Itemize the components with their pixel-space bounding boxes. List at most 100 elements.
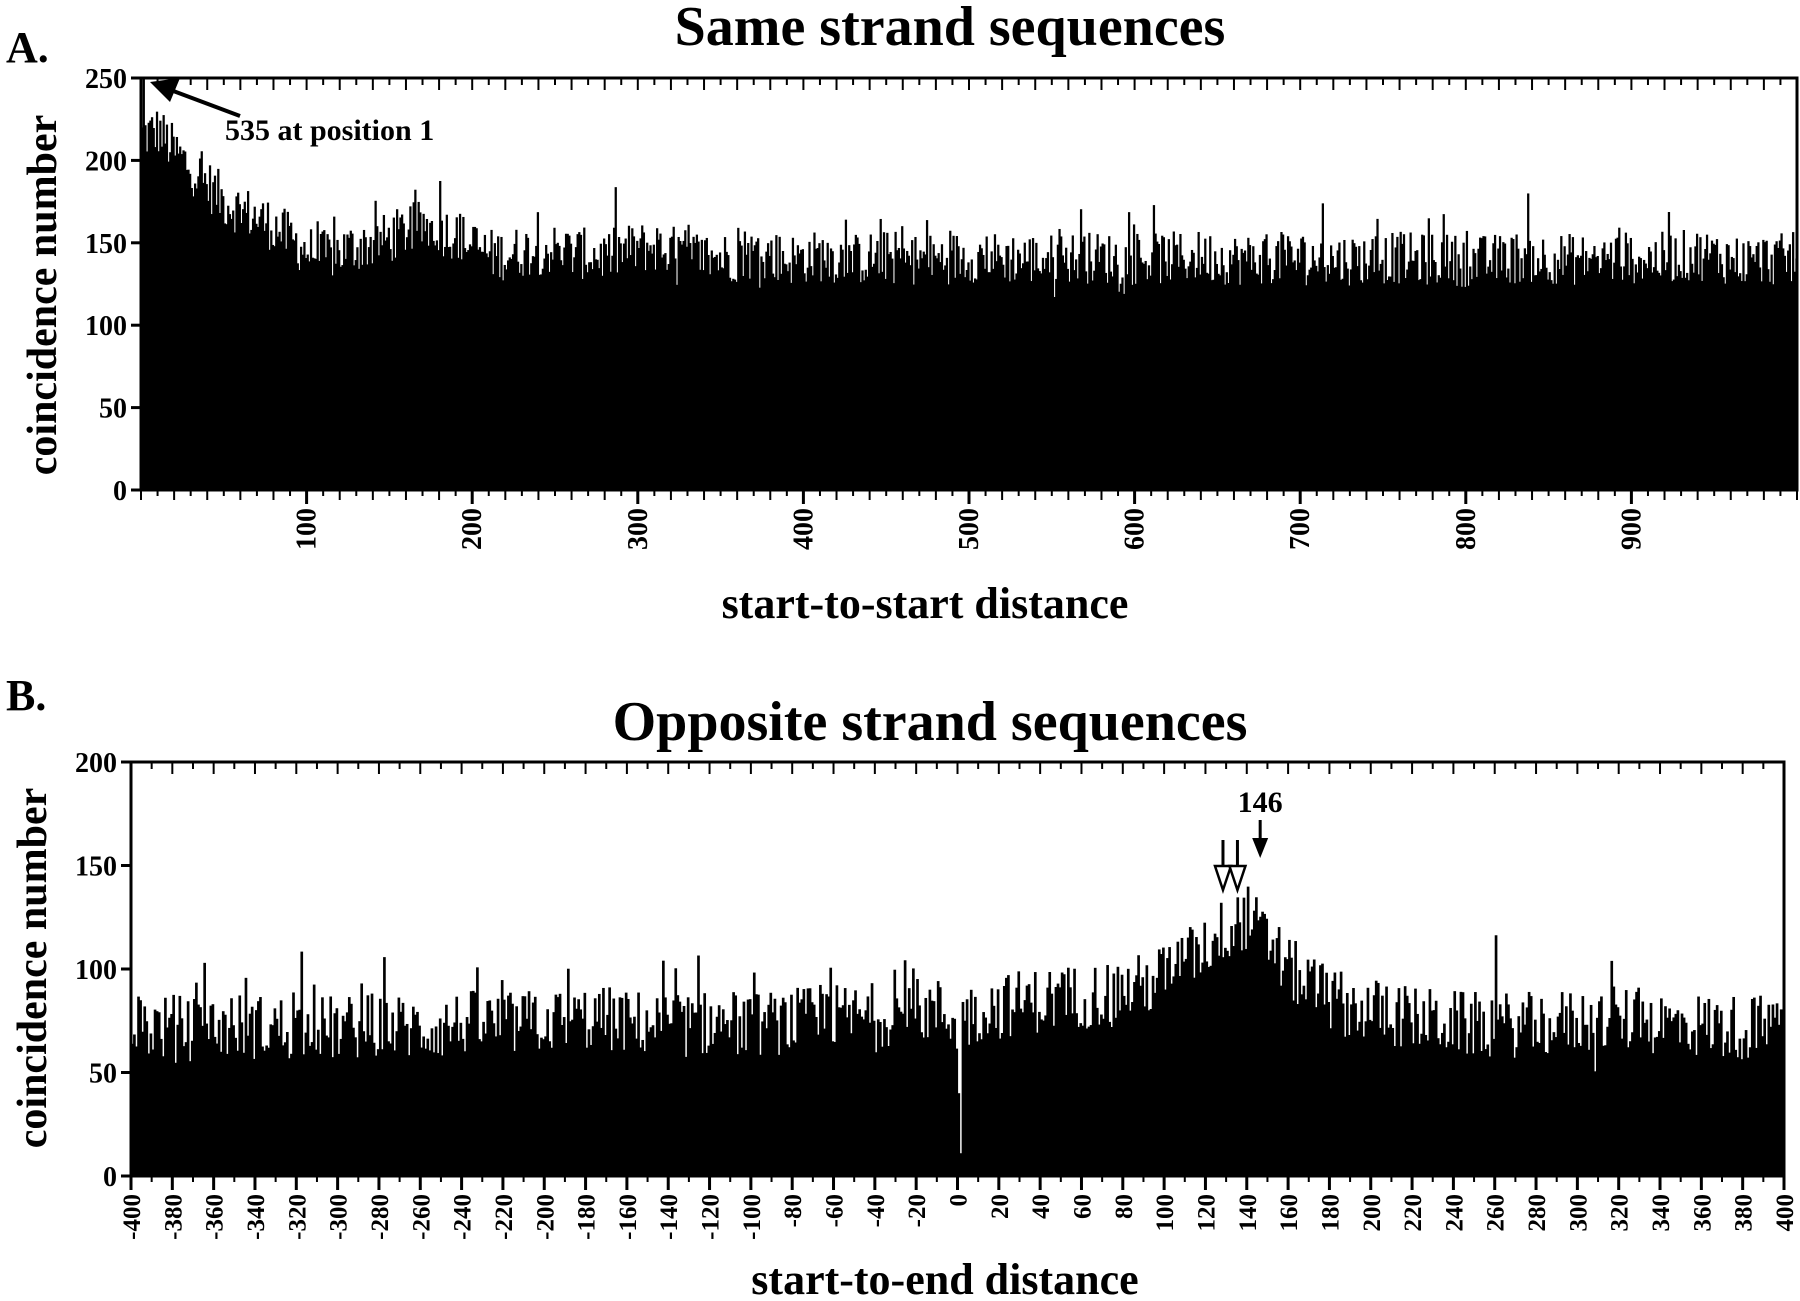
bar [405, 1023, 409, 1176]
bar [730, 1020, 733, 1176]
bar [182, 1046, 186, 1176]
bar [1205, 961, 1209, 1176]
bar [1149, 275, 1152, 490]
bar [370, 993, 374, 1176]
bar [386, 237, 389, 490]
bar [1626, 1047, 1630, 1176]
bar [1517, 248, 1520, 490]
bar [1682, 1017, 1686, 1176]
bar [1033, 270, 1036, 490]
bar [1748, 1047, 1752, 1176]
bar [1732, 996, 1736, 1176]
bar [647, 250, 650, 490]
bar [859, 282, 862, 490]
bar [1389, 1024, 1393, 1176]
x-tick-label: 360 [1689, 1194, 1716, 1232]
bar [1043, 268, 1046, 490]
bar [884, 278, 887, 490]
bar [1626, 243, 1629, 490]
bar [1215, 937, 1219, 1176]
bar [1074, 259, 1078, 490]
bar [184, 151, 187, 490]
bar [193, 183, 197, 490]
bar [1349, 269, 1353, 490]
bar [184, 1042, 188, 1176]
bar [672, 1000, 676, 1176]
bar [819, 281, 823, 490]
bar [1321, 963, 1324, 1176]
bar [200, 151, 203, 490]
bar [581, 278, 584, 490]
bar [455, 996, 459, 1176]
bar [1370, 1021, 1374, 1176]
bar [779, 1005, 783, 1176]
bar [583, 992, 587, 1176]
bar [1248, 245, 1252, 490]
bar [1657, 272, 1661, 490]
bar [1681, 277, 1684, 490]
bar [1002, 264, 1005, 490]
bar [1608, 259, 1611, 490]
bar [1783, 255, 1787, 490]
bar [752, 250, 755, 490]
bar [847, 1004, 851, 1176]
bar [1500, 1016, 1504, 1176]
bar [705, 1052, 709, 1176]
bar [748, 278, 752, 490]
bar [1164, 261, 1167, 490]
bar [806, 988, 810, 1176]
bar [707, 1045, 711, 1176]
bar [558, 993, 562, 1176]
bar [1283, 957, 1287, 1176]
bar [1076, 278, 1079, 490]
bar [1081, 1025, 1085, 1176]
bar [1156, 241, 1159, 490]
bar [225, 224, 228, 490]
bar [1159, 954, 1163, 1176]
bar [328, 239, 331, 490]
bar [1212, 279, 1215, 490]
bar [516, 261, 520, 490]
bar [357, 268, 361, 490]
bar [409, 1028, 413, 1176]
panel-b-title: Opposite strand sequences [613, 691, 1248, 753]
bar [151, 1049, 155, 1176]
bar [308, 1045, 312, 1176]
bar [1386, 280, 1389, 490]
bar [1124, 1004, 1128, 1176]
bar [180, 154, 183, 491]
bar [963, 1020, 967, 1176]
bar [1693, 1030, 1696, 1176]
x-tick-label: -40 [863, 1194, 890, 1227]
x-tick-label: 220 [1400, 1194, 1427, 1232]
bar [897, 1007, 901, 1176]
bar [1073, 968, 1076, 1176]
bar [393, 1050, 397, 1176]
x-tick-label: 500 [954, 508, 985, 550]
bar [238, 204, 241, 490]
bar [1343, 239, 1346, 490]
bar [1252, 910, 1256, 1176]
bar [1757, 1005, 1760, 1176]
bar [511, 1003, 514, 1176]
bar [257, 1001, 260, 1176]
bar [1317, 993, 1320, 1176]
bar [1308, 971, 1312, 1176]
bar [1338, 242, 1341, 490]
bar [366, 264, 369, 490]
bar [1139, 985, 1142, 1176]
bar [1379, 1027, 1382, 1176]
bar [1352, 988, 1355, 1176]
bar [1674, 1013, 1678, 1176]
bar [1104, 272, 1108, 490]
bar [1538, 1043, 1541, 1176]
bar [1235, 246, 1238, 490]
bar [783, 263, 786, 490]
bar [498, 1035, 502, 1176]
bar [998, 1038, 1002, 1176]
bar [1011, 1009, 1014, 1176]
bar [637, 248, 641, 490]
bar [170, 122, 174, 491]
bar [719, 1031, 723, 1176]
